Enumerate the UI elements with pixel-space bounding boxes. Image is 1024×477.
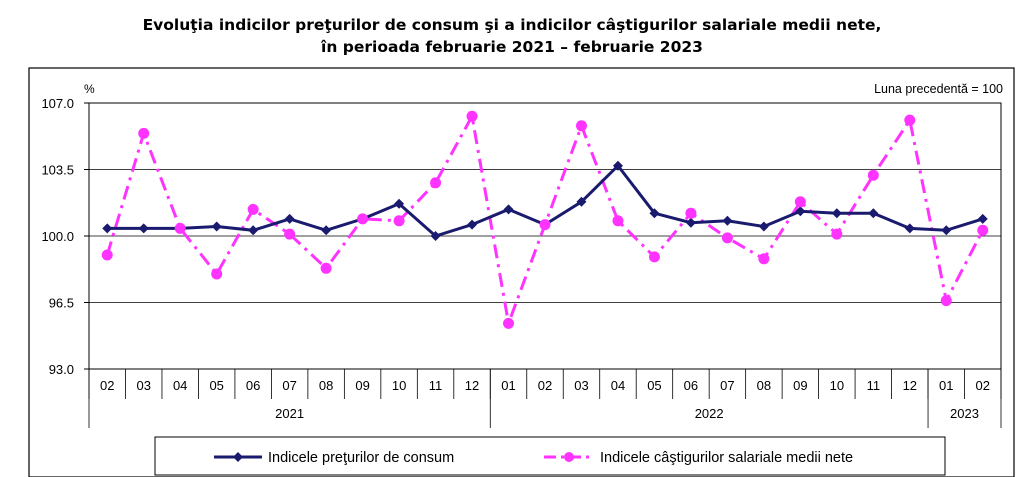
wages-point — [466, 110, 478, 122]
chart-title-line2: în perioada februarie 2021 – februarie 2… — [321, 38, 703, 56]
wages-point — [977, 224, 989, 236]
series-group — [101, 110, 989, 330]
x-tick-label: 10 — [830, 378, 844, 393]
x-tick-label: 08 — [319, 378, 333, 393]
x-tick-label: 02 — [100, 378, 114, 393]
grid-lines — [84, 102, 1001, 370]
x-tick-label: 07 — [720, 378, 734, 393]
cpi-point — [904, 223, 915, 234]
wages-point — [101, 249, 113, 261]
cpi-point — [321, 225, 332, 236]
y-unit-label: % — [84, 82, 95, 96]
chart-title-line1: Evoluţia indicilor preţurilor de consum … — [142, 16, 882, 34]
cpi-point — [795, 206, 806, 217]
legend-wages-label: Indicele câştigurilor salariale medii ne… — [600, 450, 853, 466]
cpi-point — [868, 208, 879, 219]
x-tick-label: 03 — [136, 378, 150, 393]
x-tick-label: 10 — [392, 378, 406, 393]
x-tick-label: 08 — [757, 378, 771, 393]
annotation-label: Luna precedentă = 100 — [874, 82, 1003, 96]
wages-point — [503, 317, 515, 329]
wages-point — [575, 120, 587, 132]
x-tick-label: 09 — [793, 378, 807, 393]
x-axis: 02 03 04 05 06 07 08 09 10 11 12 01 02 03 04 05 06 07 08 09… — [88, 369, 1002, 428]
x-tick-label: 05 — [647, 378, 661, 393]
x-tick-label: 12 — [903, 378, 917, 393]
wages-point — [247, 203, 259, 215]
cpi-point — [722, 215, 733, 226]
wages-point — [794, 196, 806, 208]
wages-point — [357, 213, 369, 225]
wages-point — [685, 207, 697, 219]
year-label: 2021 — [275, 406, 304, 421]
legend-box — [154, 436, 946, 476]
cpi-point — [467, 219, 478, 230]
x-tick-label: 05 — [209, 378, 223, 393]
legend-item-wages: Indicele câştigurilor salariale medii ne… — [544, 450, 853, 466]
cpi-point — [430, 231, 441, 241]
y-tick-label: 93.0 — [49, 362, 74, 377]
legend-wages-marker — [564, 452, 574, 462]
cpi-point — [685, 217, 696, 228]
x-tick-label: 01 — [501, 378, 515, 393]
cpi-point — [758, 221, 769, 232]
wages-point — [539, 219, 551, 231]
cpi-point — [649, 208, 660, 219]
x-tick-label: 03 — [574, 378, 588, 393]
wages-point — [648, 251, 660, 263]
wages-point — [612, 215, 624, 227]
x-tick-label: 01 — [939, 378, 953, 393]
cpi-point — [503, 204, 514, 215]
year-label: 2022 — [695, 406, 724, 421]
x-tick-label: 11 — [867, 378, 881, 393]
cpi-point — [576, 196, 587, 207]
legend-cpi-label: Indicele preţurilor de consum — [268, 450, 454, 466]
x-tick-label: 04 — [173, 378, 187, 393]
cpi-point — [211, 221, 222, 232]
x-tick-label: 07 — [282, 378, 296, 393]
y-tick-label: 107.0 — [41, 96, 74, 111]
cpi-point — [248, 225, 259, 236]
year-label: 2023 — [950, 406, 979, 421]
wages-point — [393, 215, 405, 227]
wages-point — [430, 177, 442, 189]
cpi-point — [831, 208, 842, 219]
cpi-point — [138, 223, 149, 234]
legend-item-cpi: Indicele preţurilor de consum — [214, 450, 454, 466]
cpi-point — [941, 225, 952, 236]
wages-point — [721, 232, 733, 244]
cpi-point — [284, 213, 295, 224]
wages-point — [211, 268, 223, 280]
wages-point — [940, 295, 952, 307]
cpi-point — [394, 198, 405, 209]
x-tick-label: 02 — [538, 378, 552, 393]
y-tick-labels: 107.0 103.5 100.0 96.5 93.0 — [41, 96, 74, 377]
wages-point — [867, 169, 879, 181]
cpi-point — [102, 223, 113, 234]
x-tick-label: 04 — [611, 378, 625, 393]
x-tick-label: 06 — [684, 378, 698, 393]
wages-point — [284, 228, 296, 240]
y-tick-label: 96.5 — [49, 296, 74, 311]
chart-title: Evoluţia indicilor preţurilor de consum … — [0, 14, 1024, 58]
wages-point — [758, 253, 770, 265]
x-tick-label: 12 — [465, 378, 479, 393]
wages-point — [320, 262, 332, 274]
wages-point — [174, 222, 186, 234]
wages-point — [138, 127, 150, 139]
x-tick-label: 02 — [976, 378, 990, 393]
x-tick-label: 09 — [355, 378, 369, 393]
x-tick-label: 11 — [429, 378, 443, 393]
wages-point — [904, 114, 916, 126]
y-tick-label: 100.0 — [41, 229, 74, 244]
legend-cpi-marker — [233, 452, 243, 462]
cpi-point — [612, 160, 623, 171]
y-tick-label: 103.5 — [41, 163, 74, 178]
x-tick-label: 06 — [246, 378, 260, 393]
wages-point — [831, 228, 843, 240]
cpi-point — [977, 213, 988, 224]
